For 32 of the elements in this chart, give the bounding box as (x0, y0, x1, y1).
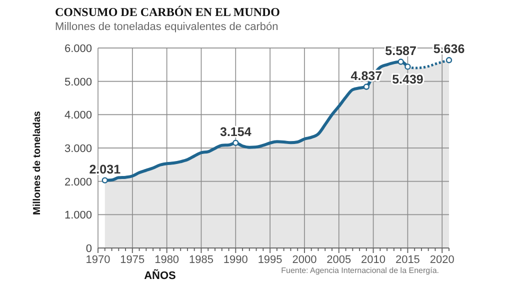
point (398, 58, 404, 65)
x-tick-label: 2015 (395, 254, 420, 266)
data-label: 2.031 (89, 162, 121, 176)
point (446, 57, 452, 64)
point (102, 177, 108, 184)
y-tick-label: 6.000 (64, 43, 92, 55)
x-axis-title: AÑOS (144, 269, 176, 282)
point (363, 84, 370, 90)
point (404, 64, 411, 70)
y-tick-label: 0 (86, 243, 92, 255)
x-tick-label: 1990 (223, 254, 248, 266)
x-tick-label: 1975 (120, 254, 145, 266)
y-tick-label: 3.000 (64, 143, 92, 155)
y-tick-label: 5.000 (64, 76, 92, 88)
point (232, 140, 239, 146)
chart-subtitle: Millones de toneladas equivalentes de carbón (55, 21, 278, 33)
data-label: 5.636 (433, 42, 465, 56)
y-tick-label: 2.000 (64, 176, 92, 188)
y-axis-title: Millones de toneladas (32, 110, 43, 215)
x-tick-label: 1980 (154, 254, 180, 266)
x-tick-label: 2005 (326, 254, 352, 266)
chart-title: CONSUMO DE CARBÓN EN EL MUNDO (55, 5, 280, 19)
data-label: 5.439 (392, 72, 424, 87)
x-tick-label: 2000 (292, 254, 317, 266)
x-tick-label: 1985 (188, 254, 214, 266)
source-note: Fuente: Agencia Internacional de la Energía. (281, 266, 439, 275)
x-tick-label: 2020 (430, 254, 454, 266)
y-tick-label: 1.000 (64, 210, 92, 222)
y-tick-label: 4.000 (64, 110, 92, 122)
x-tick-label: 1970 (86, 254, 110, 266)
x-tick-label: 1995 (258, 254, 282, 266)
x-tick-label: 2010 (361, 254, 386, 266)
